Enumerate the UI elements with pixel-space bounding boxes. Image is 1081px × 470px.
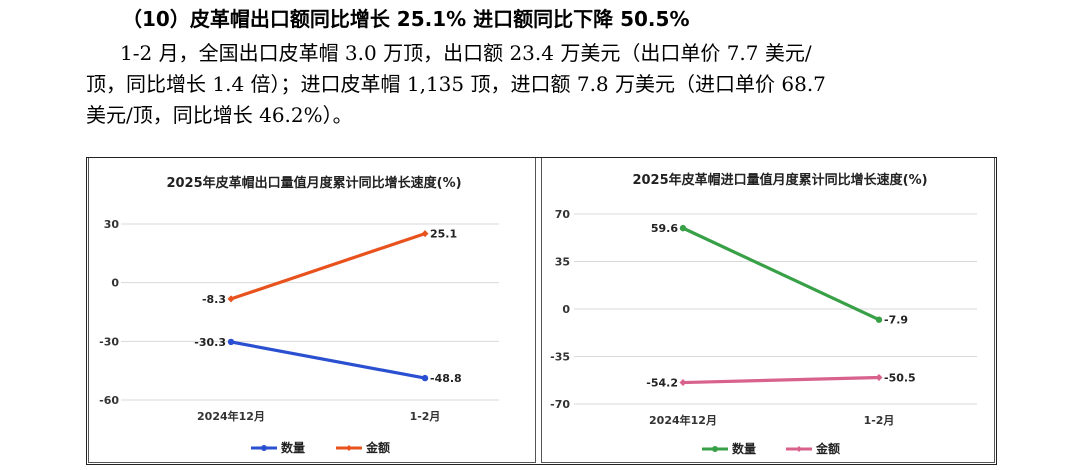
data-label: -54.2 (646, 377, 678, 390)
x-tick-label: 2024年12月 (649, 413, 717, 427)
data-label: -48.8 (430, 372, 462, 385)
paragraph-line: 1-2 月，全国出口皮革帽 3.0 万顶，出口额 23.4 万美元（出口单价 7… (120, 41, 812, 65)
data-point (679, 379, 687, 387)
x-tick-label: 2024年12月 (197, 409, 265, 423)
section-heading: （10）皮革帽出口额同比增长 25.1% 进口额同比下降 50.5% (122, 7, 690, 31)
import-growth-chart: 2025年皮革帽进口量值月度累计同比增长速度(%) 70 35 0 -35 -70 2024… (550, 172, 977, 456)
legend-label: 金额 (815, 441, 840, 456)
data-point (227, 295, 235, 303)
data-label: -7.9 (884, 314, 908, 327)
legend-marker (712, 446, 718, 452)
y-tick-label: 35 (555, 256, 570, 269)
legend-marker (796, 446, 802, 452)
data-label: -30.3 (194, 336, 226, 349)
data-point (679, 224, 687, 232)
import-chart-panel: 2025年皮革帽进口量值月度累计同比增长速度(%) 70 35 0 -35 -70 2024… (541, 157, 995, 463)
y-tick-label: 70 (555, 208, 571, 221)
data-point (875, 316, 883, 323)
paragraph-line: 顶，同比增长 1.4 倍）；进口皮革帽 1,135 顶，进口额 7.8 万美元（… (86, 72, 826, 96)
series-line-amount (681, 375, 881, 385)
data-label: -8.3 (202, 293, 226, 306)
legend-marker (346, 445, 352, 451)
y-tick-label: 0 (562, 303, 570, 316)
data-point (875, 374, 883, 382)
x-tick-label: 1-2月 (410, 410, 441, 423)
y-tick-label: -30 (99, 335, 119, 348)
series-line-amount (229, 231, 427, 301)
export-chart-panel: 2025年皮革帽出口量值月度累计同比增长速度(%) 30 0 -30 -60 2024年1… (88, 157, 536, 463)
y-tick-label: 0 (111, 277, 119, 290)
y-tick-label: -35 (550, 351, 570, 364)
legend-label: 数量 (281, 440, 305, 455)
legend-label: 金额 (365, 440, 390, 455)
summary-paragraph: 1-2 月，全国出口皮革帽 3.0 万顶，出口额 23.4 万美元（出口单价 7… (86, 38, 1081, 131)
paragraph-line: 美元/顶，同比增长 46.2%）。 (86, 103, 353, 127)
series-line-quantity (229, 340, 427, 380)
data-label: 59.6 (651, 222, 678, 235)
data-label: 25.1 (430, 228, 457, 241)
data-point (421, 230, 429, 238)
data-point (421, 374, 429, 382)
chart-title: 2025年皮革帽出口量值月度累计同比增长速度(%) (166, 175, 461, 191)
chart-title: 2025年皮革帽进口量值月度累计同比增长速度(%) (632, 172, 927, 188)
data-point (227, 338, 235, 346)
x-tick-label: 1-2月 (864, 414, 895, 427)
legend-marker (261, 445, 267, 451)
y-tick-label: -60 (99, 394, 119, 407)
y-tick-label: 30 (104, 218, 120, 231)
export-growth-chart: 2025年皮革帽出口量值月度累计同比增长速度(%) 30 0 -30 -60 2024年1… (99, 175, 499, 455)
data-label: -50.5 (884, 372, 916, 385)
y-tick-label: -70 (550, 398, 570, 411)
series-line-quantity (681, 226, 881, 322)
legend-label: 数量 (732, 441, 756, 456)
